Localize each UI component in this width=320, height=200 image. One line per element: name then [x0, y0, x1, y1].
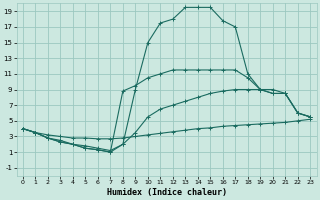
X-axis label: Humidex (Indice chaleur): Humidex (Indice chaleur) — [107, 188, 227, 197]
